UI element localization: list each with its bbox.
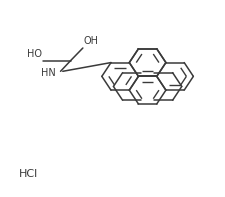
Text: HN: HN [41,68,56,78]
Text: HCl: HCl [19,169,38,179]
Text: HO: HO [27,49,41,59]
Text: OH: OH [84,36,99,46]
